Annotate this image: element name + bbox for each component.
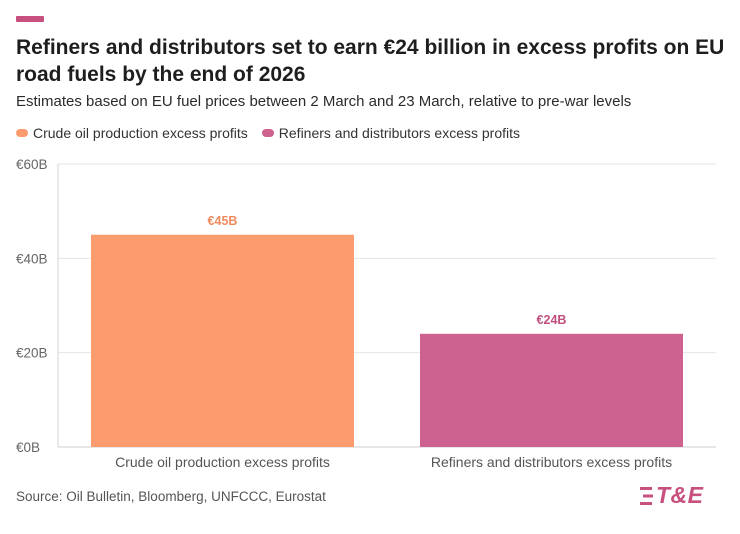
chart-subtitle: Estimates based on EU fuel prices betwee… [16, 93, 632, 110]
y-tick-label: €20B [16, 346, 48, 361]
data-label: €45B [208, 214, 238, 228]
te-logo-mark-icon [640, 486, 653, 505]
x-tick-label: Refiners and distributors excess profits [431, 454, 672, 470]
legend: Crude oil production excess profits Refi… [16, 125, 534, 141]
legend-label-refiners: Refiners and distributors excess profits [278, 125, 520, 141]
te-logo: T&E [638, 482, 704, 509]
bar [420, 333, 683, 447]
te-logo-text: T&E [656, 482, 704, 508]
bar-chart: €0B €20B €40B €60B €45B Crude oil production … [16, 157, 716, 470]
source-note: Source: Oil Bulletin, Bloomberg, UNFCCC,… [16, 489, 326, 504]
legend-swatch-refiners [261, 129, 274, 137]
x-tick-label: Crude oil production excess profits [115, 454, 330, 470]
accent-bar [16, 16, 44, 22]
legend-item-crude: Crude oil production excess profits [16, 125, 248, 141]
y-tick-label: €0B [16, 440, 40, 455]
y-tick-label: €40B [16, 251, 48, 266]
chart-title: Refiners and distributors set to earn €2… [16, 36, 725, 86]
y-tick-label: €60B [16, 157, 48, 172]
bar [91, 234, 354, 447]
data-label: €24B [537, 313, 567, 327]
legend-label-crude: Crude oil production excess profits [33, 125, 248, 141]
legend-swatch-crude [16, 129, 28, 137]
legend-item-refiners: Refiners and distributors excess profits [261, 125, 520, 141]
